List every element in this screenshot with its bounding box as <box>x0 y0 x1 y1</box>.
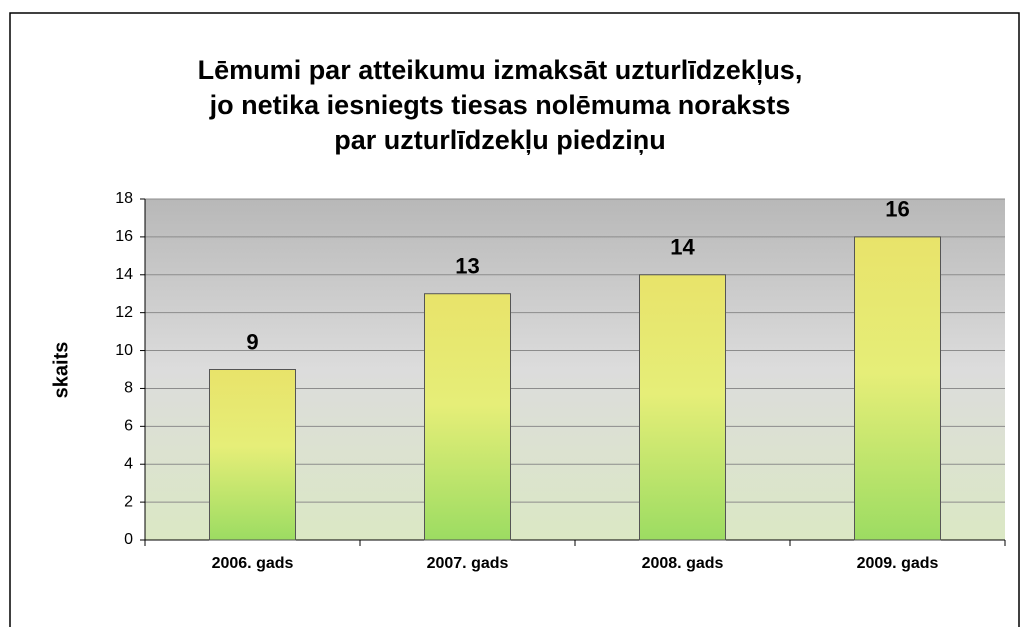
y-axis-label: skaits <box>50 342 72 399</box>
y-tick-label: 18 <box>115 190 133 207</box>
value-label: 13 <box>455 254 479 279</box>
bar <box>424 293 511 541</box>
bar <box>639 274 726 541</box>
x-tick-label: 2006. gads <box>212 555 294 572</box>
value-label: 14 <box>670 235 695 260</box>
x-tick-label: 2008. gads <box>642 555 724 572</box>
y-tick-label: 8 <box>124 380 133 397</box>
y-tick-label: 12 <box>115 304 133 321</box>
chart-border <box>9 12 1020 627</box>
y-tick-label: 0 <box>124 531 133 548</box>
y-tick-label: 10 <box>115 342 133 359</box>
x-tick-label: 2009. gads <box>857 555 939 572</box>
value-label: 16 <box>885 197 909 222</box>
x-tick-label: 2007. gads <box>427 555 509 572</box>
y-tick-label: 6 <box>124 418 133 435</box>
bar <box>209 369 296 541</box>
chart-title: par uzturlīdzekļu piedziņu <box>334 125 666 155</box>
y-tick-label: 4 <box>124 455 133 472</box>
y-tick-label: 16 <box>115 228 133 245</box>
y-tick-label: 14 <box>115 266 133 283</box>
chart-title: jo netika iesniegts tiesas nolēmuma nora… <box>209 90 791 120</box>
chart-title: Lēmumi par atteikumu izmaksāt uzturlīdze… <box>198 55 803 85</box>
y-tick-label: 2 <box>124 493 133 510</box>
bar <box>854 236 941 541</box>
value-label: 9 <box>246 329 258 354</box>
